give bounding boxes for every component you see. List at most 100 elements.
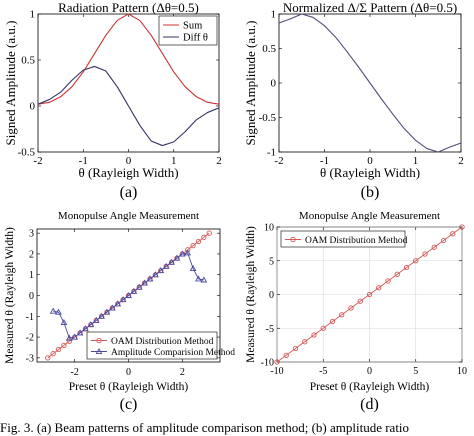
panel-letter: (b) <box>361 184 380 201</box>
x-tick-label: 2 <box>216 155 222 167</box>
y-tick-label: 0 <box>29 291 34 302</box>
y-tick-label: 3 <box>29 229 34 240</box>
data-point <box>114 300 122 307</box>
y-tick-label: 0 <box>271 78 277 90</box>
x-tick-label: 10 <box>457 366 467 377</box>
y-tick-label: -1 <box>267 147 276 159</box>
x-tick-label: 1 <box>171 155 177 167</box>
x-tick-label: 0 <box>367 366 372 377</box>
data-point <box>200 276 208 283</box>
data-point <box>50 351 56 357</box>
y-tick-label: -2 <box>26 333 34 344</box>
y-tick-label: 1 <box>30 9 36 21</box>
y-tick-label: 0.5 <box>262 43 276 55</box>
y-tick-label: 5 <box>269 256 274 267</box>
data-point <box>87 321 95 328</box>
data-point <box>61 342 67 349</box>
y-tick-label: -3 <box>26 353 34 364</box>
panel-letter: (a) <box>120 184 138 201</box>
legend-marker <box>95 347 103 355</box>
legend-label: Diff θ <box>183 33 208 44</box>
chart-panel-c: -2 0 2 -3 -2 -1 0 1 2 3 OAM Distribution MethodAmp… <box>4 210 235 413</box>
x-tick-label: -10 <box>270 366 283 377</box>
x-tick-label: 1 <box>413 155 419 167</box>
y-tick-label: 1 <box>271 9 277 21</box>
data-point <box>283 352 289 358</box>
data-point <box>55 308 62 315</box>
legend-label: OAM Distribution Method <box>111 337 214 347</box>
data-point <box>422 251 428 257</box>
data-point <box>376 285 382 291</box>
data-point <box>185 247 191 253</box>
legend-box <box>158 15 218 46</box>
series-line-0 <box>276 226 463 363</box>
data-point <box>60 318 68 326</box>
y-tick-label: 0 <box>269 290 274 301</box>
x-tick-label: 2 <box>458 155 464 167</box>
y-tick-label: 0 <box>30 101 36 113</box>
x-tick-label: -2 <box>274 155 283 167</box>
data-point <box>311 332 317 338</box>
x-axis-label: θ (Rayleigh Width) <box>78 165 178 180</box>
data-point <box>125 291 132 299</box>
data-point <box>357 298 363 304</box>
data-point <box>190 242 196 249</box>
x-tick-label: -1 <box>79 155 88 167</box>
data-point <box>292 345 299 352</box>
y-tick-label: -10 <box>261 358 274 369</box>
data-point <box>320 325 326 331</box>
data-point <box>195 238 202 245</box>
data-point <box>76 329 84 336</box>
y-tick-label: 2 <box>29 249 34 260</box>
data-point <box>162 262 170 269</box>
data-point <box>413 258 419 264</box>
data-point <box>146 275 154 282</box>
y-axis-label: Signed Amplitude (a.u.) <box>3 21 18 146</box>
x-tick-label: 0 <box>126 155 132 167</box>
data-point <box>339 312 345 318</box>
data-point <box>71 333 79 340</box>
data-point <box>130 287 138 294</box>
x-tick-label: 5 <box>413 366 418 377</box>
legend-label: Amplitude Comparision Method <box>111 348 235 358</box>
data-point <box>49 307 57 314</box>
legend-label: Sum <box>183 21 202 32</box>
legend: OAM Distribution Method <box>280 230 408 248</box>
figure-caption: Fig. 3. (a) Beam patterns of amplitude c… <box>0 420 410 435</box>
y-axis-label: Signed Amplitude (a.u.) <box>243 21 258 146</box>
data-point <box>459 224 465 230</box>
data-point <box>45 355 51 361</box>
data-point <box>66 338 72 344</box>
data-point <box>201 234 207 240</box>
x-tick-label: 0 <box>126 367 131 378</box>
data-point <box>82 325 89 332</box>
x-axis-label: Preset θ (Rayleigh Width) <box>310 381 430 393</box>
chart-title: Normalized Δ/Σ Pattern (Δθ=0.5) <box>283 0 457 15</box>
data-point <box>440 237 447 244</box>
series-line-1 <box>37 65 220 147</box>
data-point <box>302 339 308 345</box>
y-axis-label: Measured θ (Rayleigh Width) <box>245 226 257 363</box>
data-point <box>157 267 165 274</box>
x-tick-label: 2 <box>180 367 185 378</box>
data-point <box>103 308 111 315</box>
legend-box <box>86 331 218 360</box>
legend-label: OAM Distribution Method <box>305 236 408 246</box>
data-point <box>366 291 373 298</box>
data-point <box>184 249 192 256</box>
data-point <box>431 244 437 250</box>
y-tick-label: -1 <box>26 312 34 323</box>
data-point <box>385 278 391 284</box>
data-point <box>329 318 336 325</box>
data-point <box>274 359 280 365</box>
series-line-0 <box>278 13 462 153</box>
data-point <box>65 334 73 341</box>
chart-title: Monopulse Angle Measurement <box>58 210 199 222</box>
x-axis-label: Preset θ (Rayleigh Width) <box>69 381 189 393</box>
data-point <box>92 316 100 323</box>
data-point <box>55 346 62 353</box>
